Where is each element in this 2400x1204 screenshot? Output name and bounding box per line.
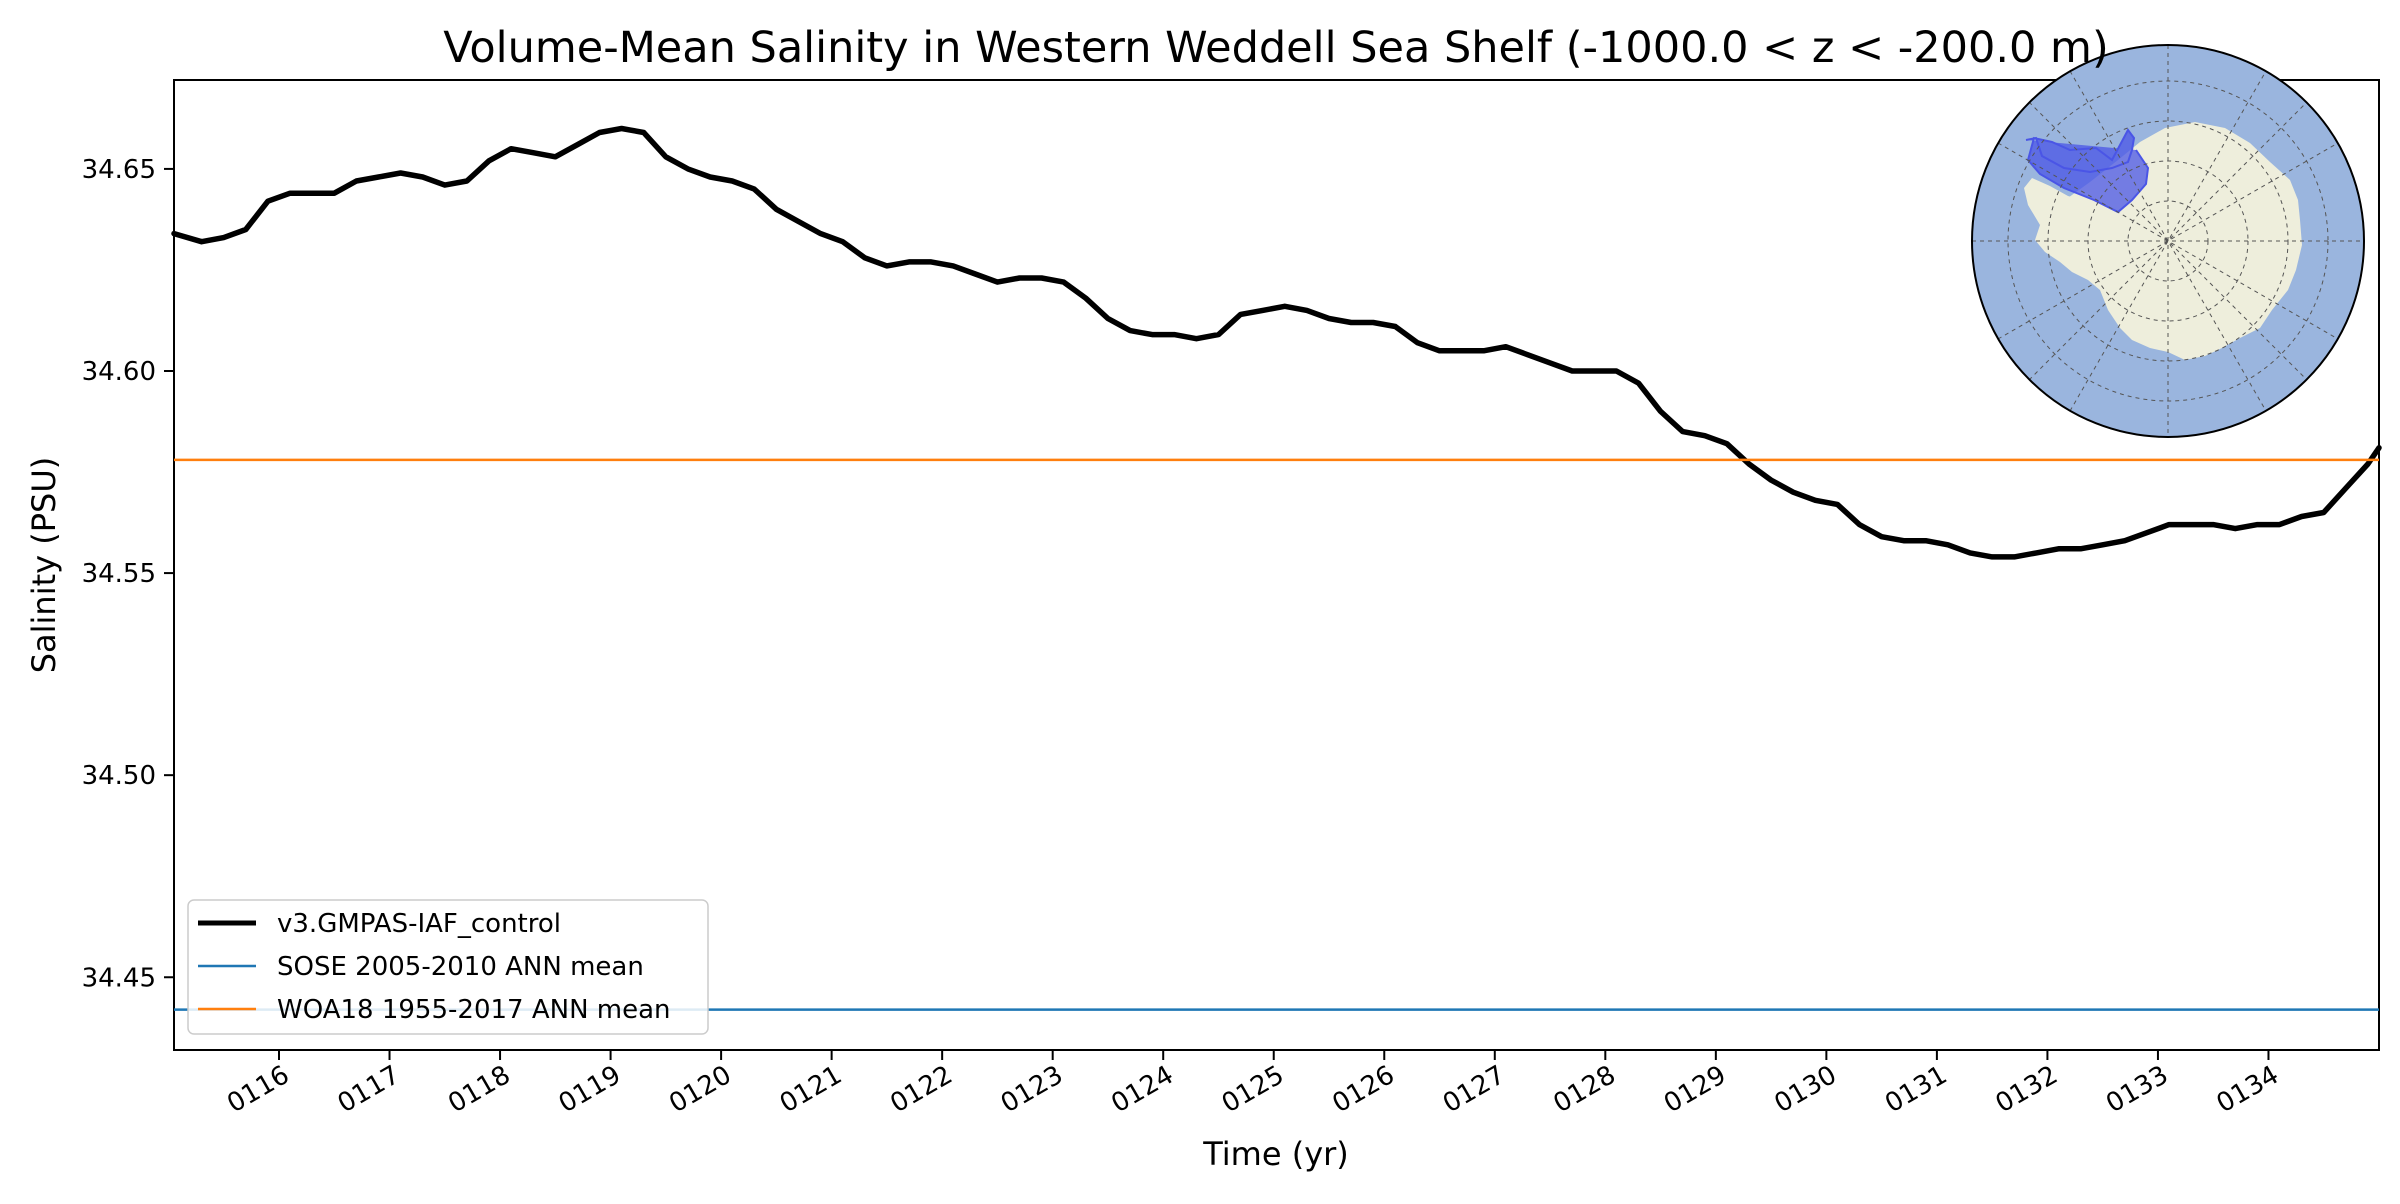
map-graticule xyxy=(1972,45,2364,437)
map-border xyxy=(1971,44,2365,438)
y-axis-label: Salinity (PSU) xyxy=(25,457,63,674)
y-tick-label: 34.60 xyxy=(82,357,156,387)
x-axis-label: Time (yr) xyxy=(1202,1135,1349,1173)
western-weddell-region xyxy=(2025,128,2150,214)
y-tick-label: 34.50 xyxy=(82,761,156,791)
legend-box xyxy=(187,899,709,1035)
y-tick-label: 34.65 xyxy=(82,155,156,185)
series-line-model xyxy=(171,125,2382,560)
y-axis: 34.45 34.50 34.55 34.60 34.65 xyxy=(82,155,174,993)
chart-title: Volume-Mean Salinity in Western Weddell … xyxy=(443,23,2108,73)
legend-label-model: v3.GMPAS-IAF_control xyxy=(277,909,561,939)
antarctic-peninsula xyxy=(2024,178,2082,225)
legend-label-sose: SOSE 2005-2010 ANN mean xyxy=(277,952,644,982)
legend-label-woa: WOA18 1955-2017 ANN mean xyxy=(277,995,671,1025)
y-tick-label: 34.55 xyxy=(82,559,156,589)
y-tick-label: 34.45 xyxy=(82,963,156,993)
antarctica-region-map xyxy=(1971,44,2365,438)
legend: v3.GMPAS-IAF_control SOSE 2005-2010 ANN … xyxy=(187,899,709,1035)
plot-area xyxy=(173,79,2380,1051)
